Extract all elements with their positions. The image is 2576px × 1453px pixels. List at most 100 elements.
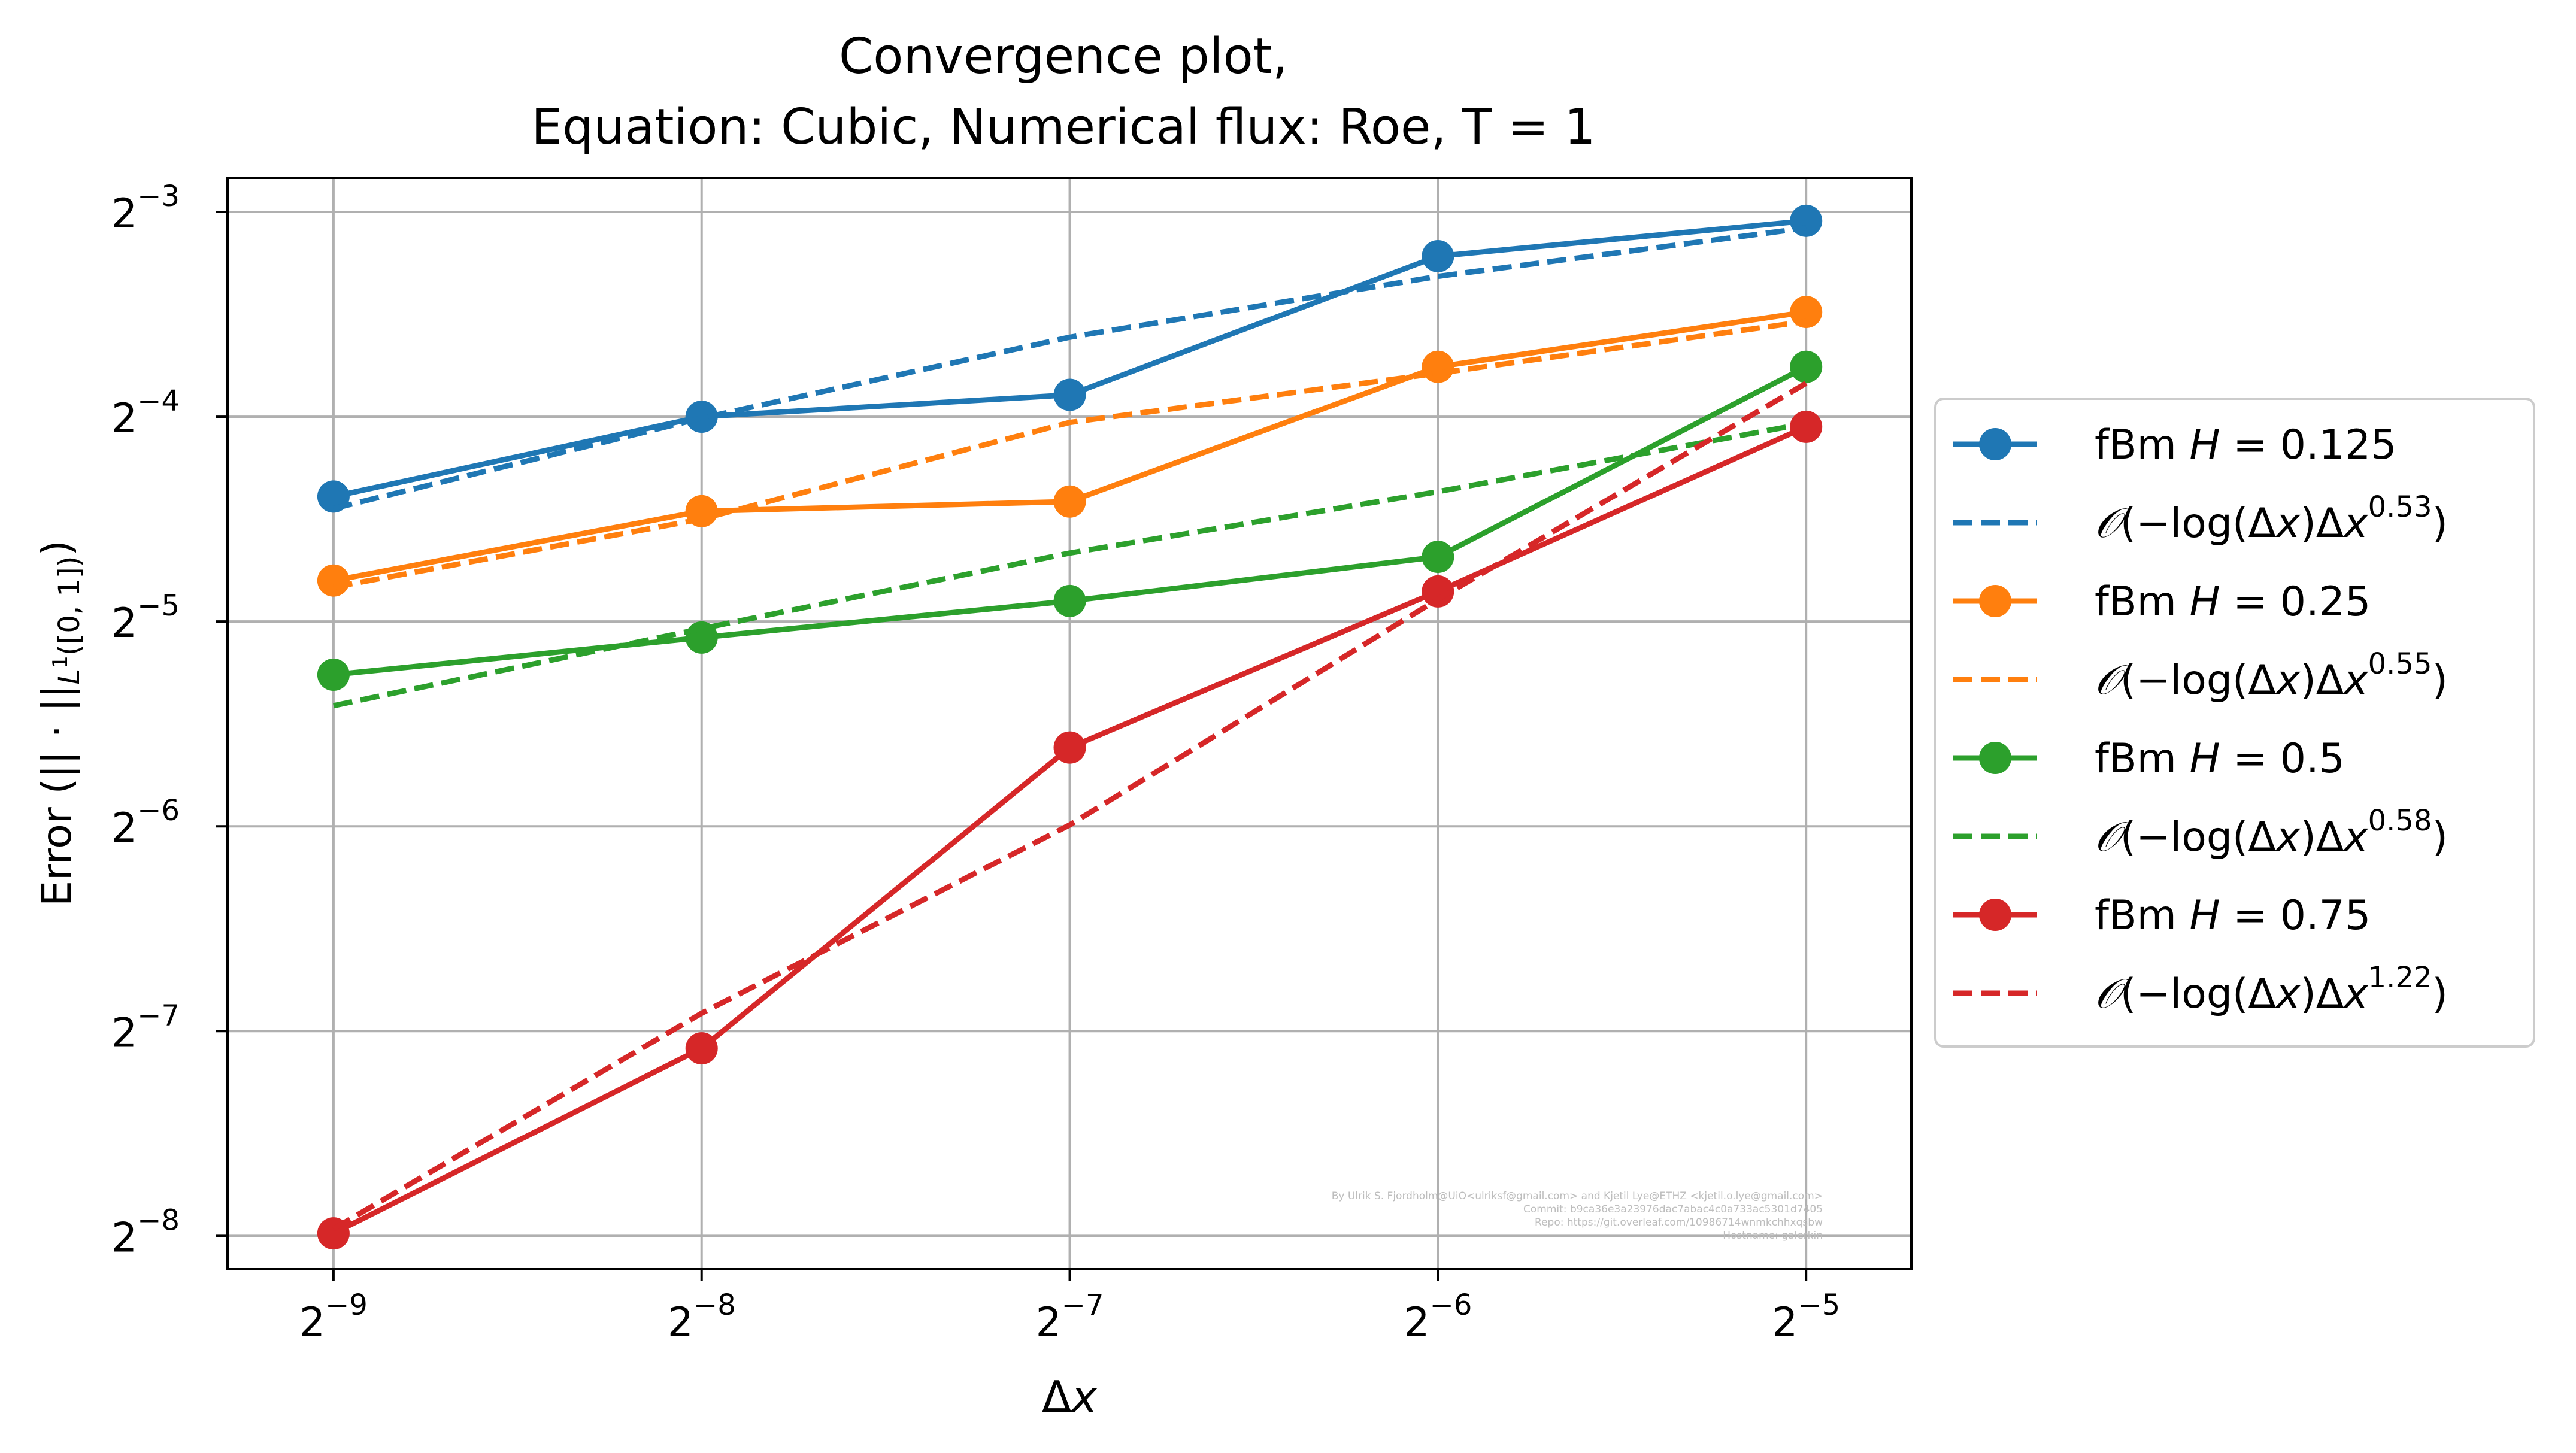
y-tick-exponent: −6	[137, 794, 180, 827]
legend-box	[1934, 398, 2535, 1048]
legend: fBm H = 0.125 𝒪(−log(Δx)Δx0.53) fBm H = 0.…	[1934, 398, 2535, 1048]
watermark-line-2: Commit: b9ca36e3a23976dac7abac4c0a733ac5…	[1523, 1203, 1823, 1215]
legend-text: x	[2275, 657, 2301, 704]
watermark-line-4: Hostname: galerkin	[1723, 1230, 1823, 1242]
y-tick-exponent: −4	[137, 384, 180, 418]
data-point	[685, 401, 718, 433]
legend-label: fBm H = 0.75	[2095, 892, 2371, 939]
data-point	[1053, 378, 1086, 411]
legend-text: )Δ	[2300, 970, 2344, 1018]
legend-text: )	[2432, 500, 2448, 547]
legend-text: )	[2432, 657, 2448, 704]
x-tick-exponent: −8	[693, 1288, 736, 1322]
x-tick-base: 2	[1772, 1299, 1798, 1346]
legend-text: )Δ	[2300, 814, 2344, 861]
chart-title-line-2: Equation: Cubic, Numerical flux: Roe, T …	[531, 99, 1595, 156]
x-axis-label: Δx	[1042, 1372, 1098, 1422]
legend-exponent: 0.55	[2368, 647, 2432, 681]
legend-exponent: 1.22	[2368, 961, 2432, 994]
data-point	[1053, 584, 1086, 617]
y-tick-base: 2	[111, 190, 137, 238]
watermark-line-1: By Ulrik S. Fjordholm@UiO<ulriksf@gmail.…	[1332, 1190, 1823, 1202]
legend-swatch-marker	[1979, 899, 2011, 931]
plot-series	[317, 204, 1823, 1250]
x-tick-label: 2−9	[299, 1288, 368, 1346]
y-tick-base: 2	[111, 600, 137, 647]
legend-text: (−log(Δ	[2120, 657, 2276, 704]
legend-text: x	[2275, 970, 2301, 1018]
x-tick-base: 2	[299, 1299, 325, 1346]
chart-title-line-1: Convergence plot,	[839, 28, 1288, 85]
fit-line	[332, 381, 1808, 1231]
legend-label: 𝒪(−log(Δx)Δx0.58)	[2095, 804, 2448, 861]
x-tick-base: 2	[668, 1299, 693, 1346]
x-tick-base: 2	[1036, 1299, 1062, 1346]
legend-text: x	[2342, 500, 2368, 547]
data-point	[317, 564, 350, 597]
y-tick-label: 2−5	[111, 589, 180, 647]
legend-text: (−log(Δ	[2120, 970, 2276, 1018]
y-tick-exponent: −7	[137, 999, 180, 1032]
legend-text: = 0.75	[2220, 892, 2371, 939]
y-tick-label: 2−8	[111, 1203, 180, 1261]
legend-text: (−log(Δ	[2120, 500, 2276, 547]
y-tick-base: 2	[111, 1009, 137, 1057]
legend-text: )Δ	[2300, 657, 2344, 704]
series-4	[317, 350, 1823, 691]
y-tick-label: 2−3	[111, 180, 180, 238]
x-tick-exponent: −7	[1062, 1288, 1104, 1322]
data-point	[685, 1032, 718, 1065]
data-point	[1053, 731, 1086, 764]
data-point	[1422, 541, 1454, 574]
data-point	[1790, 350, 1823, 383]
y-tick-base: 2	[111, 805, 137, 852]
legend-text: fBm	[2095, 735, 2189, 782]
legend-swatch-marker	[1979, 585, 2011, 617]
series-1	[332, 225, 1807, 511]
legend-text: H	[2189, 892, 2220, 939]
legend-text: x	[2275, 814, 2301, 861]
data-point	[1422, 350, 1454, 383]
y-tick-label: 2−7	[111, 999, 180, 1057]
fit-line	[332, 420, 1807, 709]
legend-text: x	[2342, 657, 2368, 704]
legend-label: 𝒪(−log(Δx)Δx0.55)	[2095, 647, 2448, 704]
legend-text: )Δ	[2300, 500, 2344, 547]
legend-text: = 0.25	[2220, 578, 2371, 626]
legend-text: = 0.125	[2220, 421, 2397, 469]
legend-text: (−log(Δ	[2120, 814, 2276, 861]
series-6	[317, 410, 1823, 1250]
grid	[228, 178, 1911, 1269]
legend-label: 𝒪(−log(Δx)Δx1.22)	[2095, 961, 2448, 1018]
legend-text: = 0.5	[2220, 735, 2345, 782]
legend-swatch-marker	[1979, 428, 2011, 460]
x-tick-base: 2	[1404, 1299, 1429, 1346]
x-tick-label: 2−6	[1404, 1288, 1472, 1346]
legend-text: fBm	[2095, 892, 2189, 939]
y-axis-label: Error (|| · ||L1([0, 1]))	[34, 540, 86, 906]
x-axis: 2−9 2−8 2−7 2−6 2−5	[299, 1269, 1840, 1346]
data-point	[1422, 575, 1454, 608]
series-5	[332, 420, 1807, 709]
watermark-line-3: Repo: https://git.overleaf.com/10986714w…	[1535, 1217, 1823, 1228]
y-tick-label: 2−6	[111, 794, 180, 852]
legend-text: H	[2189, 421, 2220, 469]
legend-label: fBm H = 0.25	[2095, 578, 2371, 626]
legend-label: 𝒪(−log(Δx)Δx0.53)	[2095, 490, 2448, 547]
x-tick-label: 2−8	[668, 1288, 736, 1346]
x-tick-label: 2−7	[1036, 1288, 1104, 1346]
legend-text: )	[2432, 814, 2448, 861]
y-axis: 2−32−42−52−62−72−8	[111, 180, 228, 1261]
y-tick-exponent: −8	[137, 1203, 180, 1237]
x-tick-exponent: −5	[1798, 1288, 1840, 1322]
data-point	[1790, 410, 1823, 443]
fit-line	[332, 225, 1807, 511]
y-tick-base: 2	[111, 1214, 137, 1261]
legend-text: fBm	[2095, 578, 2189, 626]
legend-exponent: 0.53	[2368, 490, 2432, 524]
fit-line	[333, 318, 1807, 590]
series-3	[333, 318, 1807, 590]
y-tick-label: 2−4	[111, 384, 180, 442]
